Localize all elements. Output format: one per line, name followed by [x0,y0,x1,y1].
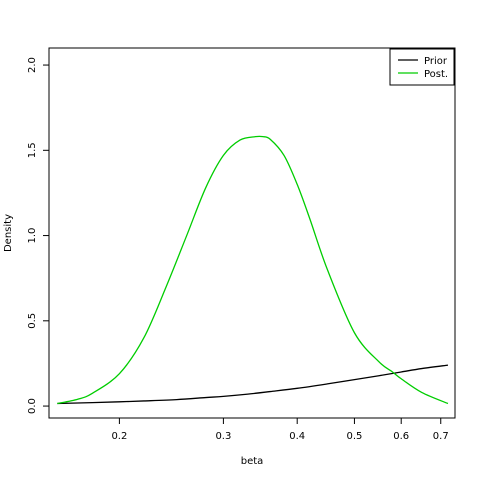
y-axis-label: Density [3,214,14,252]
x-tick-label: 0.4 [289,431,305,442]
series-line-post [57,135,449,405]
series-layer [57,135,449,405]
series-line-prior [57,364,449,405]
x-tick-label: 0.5 [346,431,362,442]
x-tick-label: 0.2 [111,431,127,442]
y-tick-label: 0.5 [27,313,38,329]
legend-box [389,48,455,86]
y-axis: 0.0 0.5 1.0 1.5 2.0 [27,57,49,414]
y-tick-label: 2.0 [27,57,38,73]
legend-label-prior: Prior [424,56,448,67]
x-axis: 0.2 0.3 0.4 0.5 0.6 0.7 [111,418,449,442]
y-tick-label: 0.0 [27,398,38,414]
y-tick-label: 1.5 [27,142,38,158]
y-tick-label: 1.0 [27,228,38,244]
x-axis-label: beta [241,456,264,467]
plot-frame [48,47,456,419]
legend: Prior Post. [389,48,455,86]
x-tick-label: 0.6 [393,431,409,442]
legend-label-post: Post. [424,69,448,80]
x-tick-label: 0.3 [215,431,231,442]
x-tick-label: 0.7 [433,431,449,442]
